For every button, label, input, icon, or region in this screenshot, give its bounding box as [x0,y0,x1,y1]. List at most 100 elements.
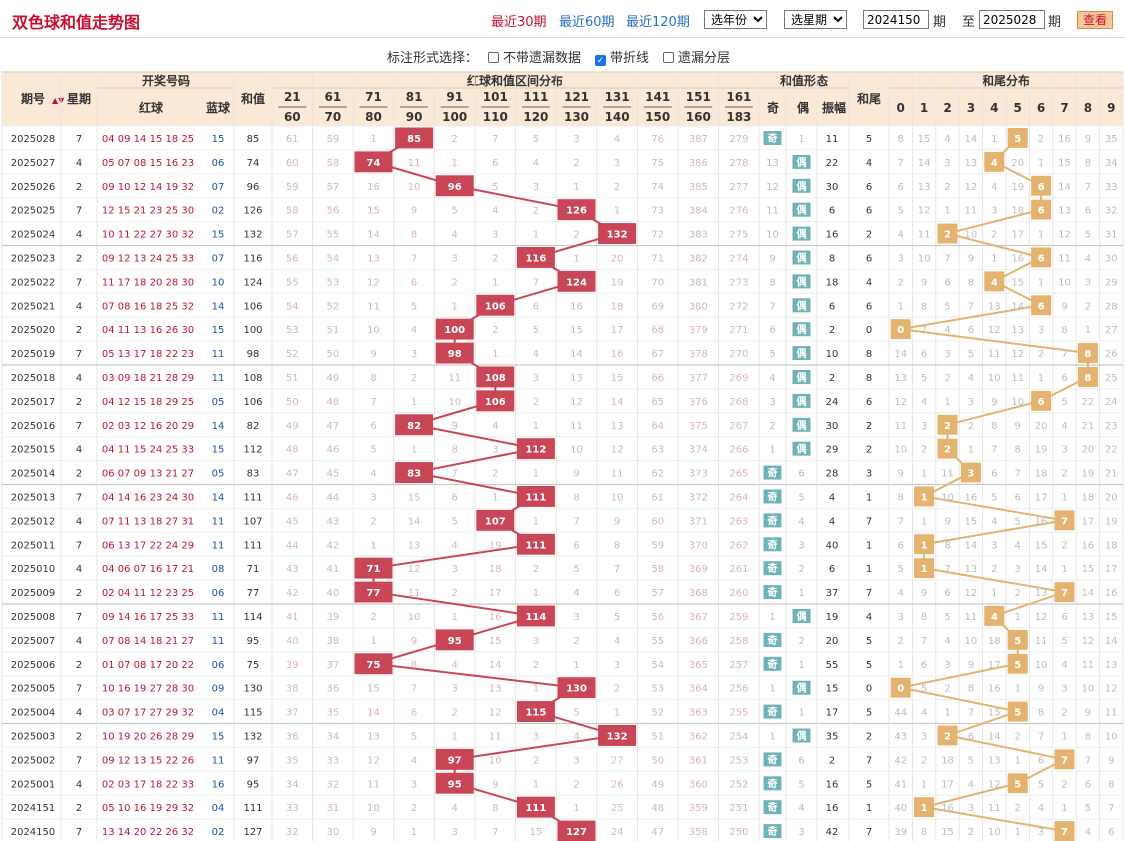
interval-miss-value: 16 [611,349,624,360]
interval-miss-value: 3 [452,564,458,575]
even-hit-value: 偶 [796,610,807,623]
tail-hit-value: 7 [1061,755,1068,766]
checkbox-checked[interactable]: ✓ [595,55,606,66]
tail-miss-value: 4 [968,373,974,384]
row-tail: 8 [866,349,872,360]
tail-miss-value: 6 [1108,827,1114,838]
tail-hit-box [1007,701,1028,722]
tail-miss-value: 10 [1035,660,1048,671]
option-with-polyline[interactable]: ✓ 带折线 [595,47,649,66]
row-sum: 132 [243,230,262,241]
from-issue-input[interactable] [863,10,929,29]
option-no-miss-data[interactable]: 不带遗漏数据 [488,47,581,66]
tail-miss-value: 3 [898,612,904,623]
interval-miss-value: 1 [492,349,498,360]
interval-start-label: 121 [564,90,589,104]
odd-hit-box [763,131,782,145]
tail-hit-value: 7 [1061,827,1068,838]
tail-miss-value: 8 [991,421,997,432]
tail-miss-value: 9 [1061,301,1067,312]
tail-miss-value: 1 [898,660,904,671]
row-tail: 1 [866,492,872,503]
query-button[interactable]: 查看 [1077,11,1113,29]
sum-hit-value: 107 [485,516,506,527]
checkbox-unchecked[interactable] [663,52,674,63]
row-red-balls: 05 10 16 19 29 32 [102,803,194,814]
sum-hit-value: 106 [485,397,506,408]
interval-end-label: 150 [645,110,670,124]
tail-miss-value: 5 [1085,803,1091,814]
interval-miss-value: 368 [689,588,708,599]
tail-miss-value: 3 [991,540,997,551]
row-sum: 114 [243,612,262,623]
interval-miss-value: 59 [327,134,340,145]
row-week: 2 [76,325,82,336]
tail-miss-value: 8 [1085,731,1091,742]
tail-miss-value: 7 [1061,349,1067,360]
odd-hit-box [763,537,782,552]
row-red-balls: 10 16 19 27 28 30 [102,684,194,695]
tail-miss-value: 11 [988,349,1001,360]
interval-miss-value: 16 [489,612,502,623]
year-select[interactable]: 选年份 [704,10,767,29]
interval-miss-value: 9 [370,827,376,838]
odd-miss-value: 2 [769,421,775,432]
tail-miss-value: 1 [991,134,997,145]
even-miss-value: 1 [798,134,804,145]
interval-end-label: 70 [325,110,342,124]
tail-miss-value: 22 [1082,397,1095,408]
tail-miss-value: 16 [1082,540,1095,551]
tail-hit-box [890,319,911,340]
interval-miss-value: 7 [370,397,376,408]
to-issue-input[interactable] [979,10,1045,29]
row-sum: 124 [243,277,262,288]
interval-miss-value: 7 [573,516,579,527]
tail-miss-value: 20 [1035,421,1048,432]
recent-120-link[interactable]: 最近120期 [626,15,690,30]
tail-miss-value: 5 [1015,516,1021,527]
sum-hit-value: 130 [566,684,587,695]
interval-miss-value: 10 [611,492,624,503]
weekday-select[interactable]: 选星期 [784,10,847,29]
interval-miss-value: 1 [370,540,376,551]
interval-miss-value: 371 [689,516,708,527]
tail-miss-value: 11 [918,230,931,241]
tail-miss-value: 10 [941,492,954,503]
tail-miss-value: 4 [991,516,997,527]
tail-miss-value: 32 [1105,206,1118,217]
row-issue: 2025004 [11,708,56,719]
tail-miss-value: 33 [1105,182,1118,193]
option-miss-layer[interactable]: 遗漏分层 [663,47,730,66]
even-miss-value: 5 [798,779,804,790]
row-tail: 4 [866,158,872,169]
checkbox-unchecked[interactable] [488,52,499,63]
interval-miss-value: 250 [729,827,748,838]
recent-30-link[interactable]: 最近30期 [491,15,547,30]
interval-miss-value: 2 [411,373,417,384]
tail-miss-value: 2 [968,421,974,432]
tail-hit-box [1007,128,1028,148]
tail-miss-value: 21 [1105,469,1118,480]
recent-60-link[interactable]: 最近60期 [559,15,615,30]
even-hit-box [792,202,811,217]
even-hit-value: 偶 [796,347,807,360]
tail-miss-value: 6 [1085,206,1091,217]
row-tail: 7 [866,588,872,599]
interval-miss-value: 3 [533,731,539,742]
tail-miss-value: 29 [1105,277,1118,288]
row-issue: 2025026 [11,182,56,193]
odd-hit-value: 奇 [768,586,778,599]
header-red-ball: 红球 [139,100,164,115]
interval-miss-value: 1 [411,827,417,838]
even-hit-value: 偶 [796,228,807,241]
interval-miss-value: 9 [614,516,620,527]
header-week: 星期 [67,91,91,106]
interval-miss-value: 1 [573,803,579,814]
row-amplitude: 35 [826,731,839,742]
interval-miss-value: 258 [729,636,748,647]
interval-miss-value: 366 [689,636,708,647]
row-blue-ball: 08 [212,564,225,575]
interval-miss-value: 1 [573,182,579,193]
row-week: 4 [76,564,82,575]
tail-miss-value: 12 [965,182,978,193]
